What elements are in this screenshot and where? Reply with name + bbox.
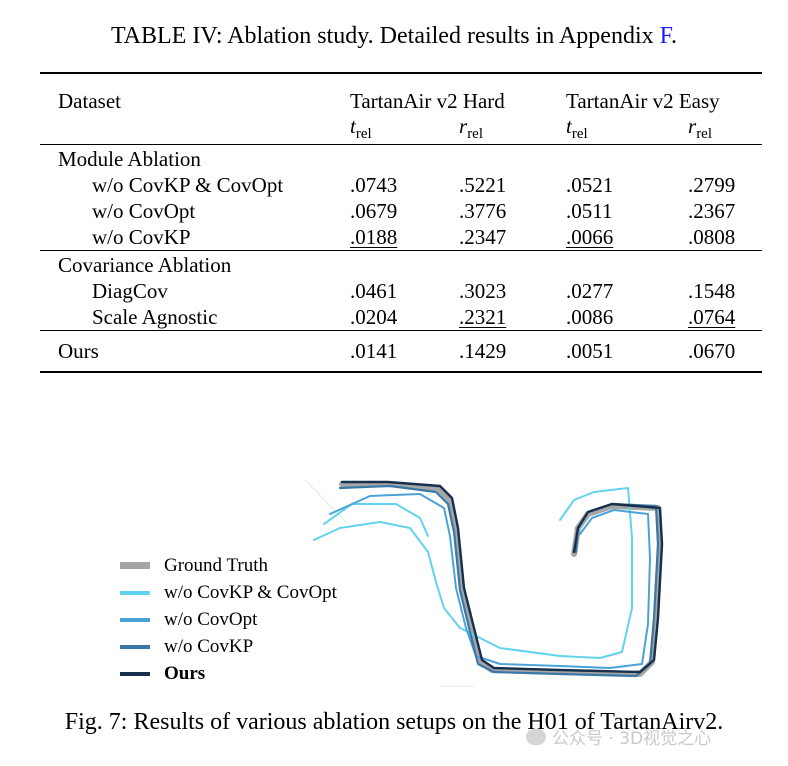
table-row: w/o CovOpt .0679 .3776 .0511 .2367 — [40, 198, 762, 224]
legend-label: w/o CovKP — [164, 636, 254, 657]
metric-header: rrel — [688, 114, 713, 143]
metric-header: rrel — [459, 114, 484, 143]
cell-value: .0204 — [350, 305, 398, 329]
row-name: w/o CovKP — [92, 225, 191, 249]
trajectory-wo-covkp-covopt — [323, 503, 429, 537]
row-name: DiagCov — [92, 279, 168, 303]
table-row: w/o CovKP & CovOpt .0743 .5221 .0521 .27… — [40, 172, 762, 198]
cell-value: .0808 — [688, 225, 736, 249]
dataset-header: Dataset — [58, 89, 121, 113]
cell-value: .0066 — [566, 225, 614, 249]
cell-value: .0051 — [566, 338, 614, 363]
group-header-easy: TartanAir v2 Easy — [566, 89, 720, 113]
section-title: Covariance Ablation — [58, 253, 232, 277]
cell-value: .0511 — [566, 199, 613, 223]
trajectory-figure: Ground Truth w/o CovKP & CovOpt w/o CovO… — [0, 448, 788, 698]
cell-value: .0188 — [350, 225, 398, 249]
legend-swatch — [120, 617, 150, 622]
legend-label: Ours — [164, 663, 206, 684]
trajectory-plot — [304, 479, 664, 687]
cell-value: .5221 — [459, 173, 507, 197]
legend-label: w/o CovKP & CovOpt — [164, 582, 337, 603]
legend-swatch — [120, 590, 150, 595]
cube-edges — [304, 479, 474, 687]
trajectory-ground-truth — [339, 481, 663, 677]
table-row: w/o CovKP .0188 .2347 .0066 .0808 — [40, 224, 762, 251]
figure-caption: Fig. 7: Results of various ablation setu… — [64, 709, 724, 735]
row-name: Ours — [58, 338, 99, 363]
legend-item: Ours — [120, 660, 337, 687]
table-caption-text: TABLE IV: Ablation study. Detailed resul… — [110, 23, 660, 49]
table-caption: TABLE IV: Ablation study. Detailed resul… — [0, 20, 788, 52]
metric-header: trel — [566, 114, 588, 143]
cell-value: .3023 — [459, 279, 507, 303]
cell-value: .1429 — [459, 338, 507, 363]
table-caption-suffix: . — [671, 23, 678, 49]
trajectory-wo-covopt — [329, 493, 651, 669]
trajectory-ours — [340, 480, 664, 674]
cell-value: .1548 — [688, 279, 736, 303]
legend-swatch — [120, 644, 150, 649]
trajectory-wo-covkp-covopt — [313, 487, 633, 659]
legend-swatch — [120, 671, 150, 676]
appendix-link[interactable]: F — [659, 23, 672, 49]
cell-value: .0141 — [350, 338, 398, 363]
legend-swatch — [120, 562, 150, 569]
cell-value: .0670 — [688, 338, 736, 363]
table-row: DiagCov .0461 .3023 .0277 .1548 — [40, 278, 762, 304]
legend-item: Ground Truth — [120, 552, 337, 579]
legend-item: w/o CovKP & CovOpt — [120, 579, 337, 606]
cell-value: .0764 — [688, 305, 736, 329]
cell-value: .0277 — [566, 279, 614, 303]
legend-item: w/o CovOpt — [120, 606, 337, 633]
cell-value: .0086 — [566, 305, 614, 329]
cell-value: .0521 — [566, 173, 614, 197]
cell-value: .0461 — [350, 279, 398, 303]
cell-value: .2321 — [459, 305, 507, 329]
table-row: Scale Agnostic .0204 .2321 .0086 .0764 — [40, 304, 762, 331]
row-name: w/o CovKP & CovOpt — [92, 173, 284, 197]
wechat-icon — [526, 728, 546, 745]
legend-item: w/o CovKP — [120, 633, 337, 660]
legend-label: Ground Truth — [164, 555, 268, 576]
ablation-table: Dataset TartanAir v2 Hard TartanAir v2 E… — [40, 72, 762, 373]
watermark: 公众号 · 3D视觉之心 — [526, 724, 711, 749]
cell-value: .2347 — [459, 225, 507, 249]
watermark-text: 公众号 · 3D视觉之心 — [552, 729, 712, 749]
cell-value: .0743 — [350, 173, 398, 197]
cell-value: .3776 — [459, 199, 507, 223]
legend-label: w/o CovOpt — [164, 609, 258, 630]
cell-value: .2799 — [688, 173, 736, 197]
cell-value: .2367 — [688, 199, 736, 223]
row-name: w/o CovOpt — [92, 199, 196, 223]
plot-legend: Ground Truth w/o CovKP & CovOpt w/o CovO… — [120, 552, 337, 687]
row-name: Scale Agnostic — [92, 305, 218, 329]
cell-value: .0679 — [350, 199, 398, 223]
group-header-hard: TartanAir v2 Hard — [350, 89, 505, 113]
section-title: Module Ablation — [58, 147, 201, 171]
table-row-ours: Ours .0141 .1429 .0051 .0670 — [40, 330, 762, 372]
metric-header: trel — [350, 114, 372, 143]
